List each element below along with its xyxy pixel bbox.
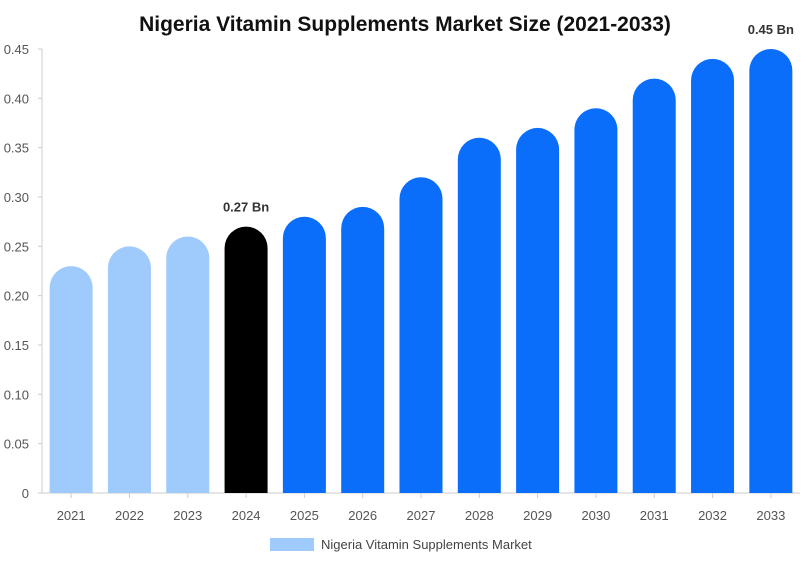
data-label-2024: 0.27 Bn (223, 200, 269, 215)
x-tick-label: 2026 (348, 508, 377, 523)
bar-2026[interactable] (341, 206, 385, 494)
x-tick-label: 2032 (698, 508, 727, 523)
bar-2029[interactable] (516, 127, 560, 493)
bar-2022[interactable] (107, 246, 151, 493)
bar-2024[interactable] (224, 226, 268, 493)
bar-2027[interactable] (399, 177, 443, 493)
x-tick-label: 2031 (640, 508, 669, 523)
legend-label: Nigeria Vitamin Supplements Market (321, 537, 532, 552)
y-tick-label: 0.35 (4, 141, 29, 156)
bar-2028[interactable] (457, 137, 501, 494)
y-tick-label: 0.10 (4, 387, 29, 402)
x-tick-label: 2030 (581, 508, 610, 523)
bar-2021[interactable] (49, 266, 93, 493)
y-tick-label: 0.45 (4, 42, 29, 57)
x-tick-label: 2029 (523, 508, 552, 523)
y-tick-label: 0.25 (4, 239, 29, 254)
data-label-2033: 0.45 Bn (748, 22, 794, 37)
y-tick-label: 0.20 (4, 289, 29, 304)
y-tick-label: 0.05 (4, 437, 29, 452)
y-axis: 0 0.05 0.10 0.15 0.20 0.25 0.30 0.35 0.40 0.45 (4, 42, 43, 501)
x-tick-label: 2022 (115, 508, 144, 523)
y-tick-label: 0.30 (4, 190, 29, 205)
y-tick-label: 0.40 (4, 91, 29, 106)
x-tick-label: 2028 (465, 508, 494, 523)
bar-2031[interactable] (632, 78, 676, 494)
legend[interactable]: Nigeria Vitamin Supplements Market (270, 537, 532, 552)
x-tick-label: 2033 (756, 508, 785, 523)
x-tick-label: 2023 (173, 508, 202, 523)
x-tick-label: 2025 (290, 508, 319, 523)
bar-2023[interactable] (166, 236, 210, 493)
data-labels: 0.27 Bn 0.45 Bn (223, 22, 794, 215)
x-tick-label: 2027 (407, 508, 436, 523)
bar-2032[interactable] (691, 58, 735, 493)
bar-2033[interactable] (749, 48, 793, 493)
legend-swatch (270, 538, 314, 551)
bar-2025[interactable] (282, 216, 326, 494)
bar-2030[interactable] (574, 108, 618, 493)
x-tick-label: 2021 (57, 508, 86, 523)
x-axis: 2021 2022 2023 2024 2025 2026 2027 2028 2029 2030… (42, 492, 800, 523)
y-tick-label: 0.15 (4, 338, 29, 353)
x-tick-label: 2024 (232, 508, 261, 523)
chart-title: Nigeria Vitamin Supplements Market Size … (139, 13, 671, 36)
y-tick-label: 0 (22, 486, 29, 501)
bars (49, 48, 793, 494)
